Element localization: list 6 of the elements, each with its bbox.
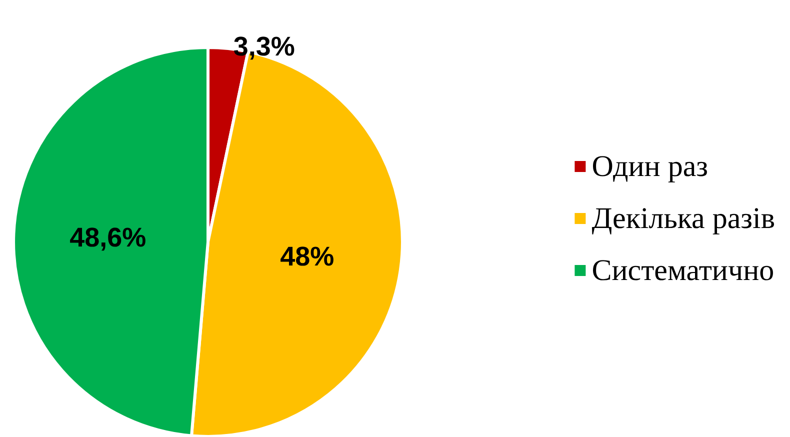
legend-label: Декілька разів [592, 202, 775, 235]
data-label: 3,3% [233, 32, 295, 62]
legend-label: Систематично [592, 254, 774, 287]
legend-label: Один раз [592, 150, 708, 183]
data-label: 48,6% [70, 222, 146, 253]
data-label: 48% [280, 242, 334, 272]
